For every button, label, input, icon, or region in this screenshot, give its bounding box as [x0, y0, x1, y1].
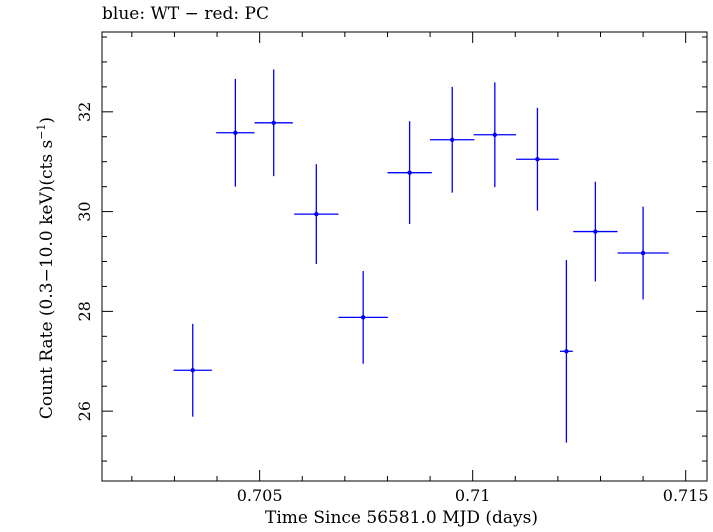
axis-tick-labels: 0.705 0.71 0.715 26 28 30 32	[75, 102, 709, 505]
y-tick-label: 26	[75, 401, 94, 421]
data-marker	[640, 250, 646, 256]
axis-ticks	[102, 32, 707, 481]
x-tick-label: 0.705	[237, 486, 283, 505]
plot-frame	[101, 31, 708, 482]
data-point	[473, 82, 517, 188]
data-marker	[233, 130, 238, 135]
x-tick-label: 0.715	[663, 486, 709, 505]
data-marker	[407, 170, 412, 175]
data-marker	[492, 132, 498, 137]
y-tick-label: 30	[75, 201, 94, 221]
data-point	[387, 121, 432, 225]
data-marker	[564, 349, 569, 354]
chart-title: blue: WT − red: PC	[102, 4, 269, 24]
y-axis-label-main: Count Rate (0.3−10.0 keV)(cts s	[36, 139, 57, 420]
data-marker	[593, 229, 598, 234]
data-point	[430, 86, 475, 193]
data-point	[617, 206, 669, 300]
data-point	[560, 259, 573, 443]
data-point	[516, 107, 559, 211]
x-tick-label: 0.71	[455, 486, 491, 505]
y-tick-label: 32	[75, 102, 94, 122]
data-point	[294, 164, 339, 264]
data-point	[573, 181, 618, 282]
data-marker	[360, 315, 366, 320]
x-axis-label: Time Since 56581.0 MJD (days)	[265, 508, 538, 528]
data-marker	[314, 211, 319, 217]
y-axis-label-exponent: −1	[35, 123, 49, 140]
data-marker	[271, 120, 276, 125]
y-axis-label: Count Rate (0.3−10.0 keV)(cts s−1)	[35, 117, 57, 419]
data-marker	[190, 368, 195, 373]
y-axis-label-end: )	[36, 116, 57, 124]
data-marker	[535, 157, 540, 162]
data-point	[254, 69, 293, 177]
data-point	[338, 270, 388, 364]
data-point	[216, 78, 255, 187]
data-marker	[450, 137, 455, 142]
y-tick-label: 28	[75, 301, 94, 321]
data-points	[173, 69, 669, 443]
data-point	[173, 323, 212, 417]
